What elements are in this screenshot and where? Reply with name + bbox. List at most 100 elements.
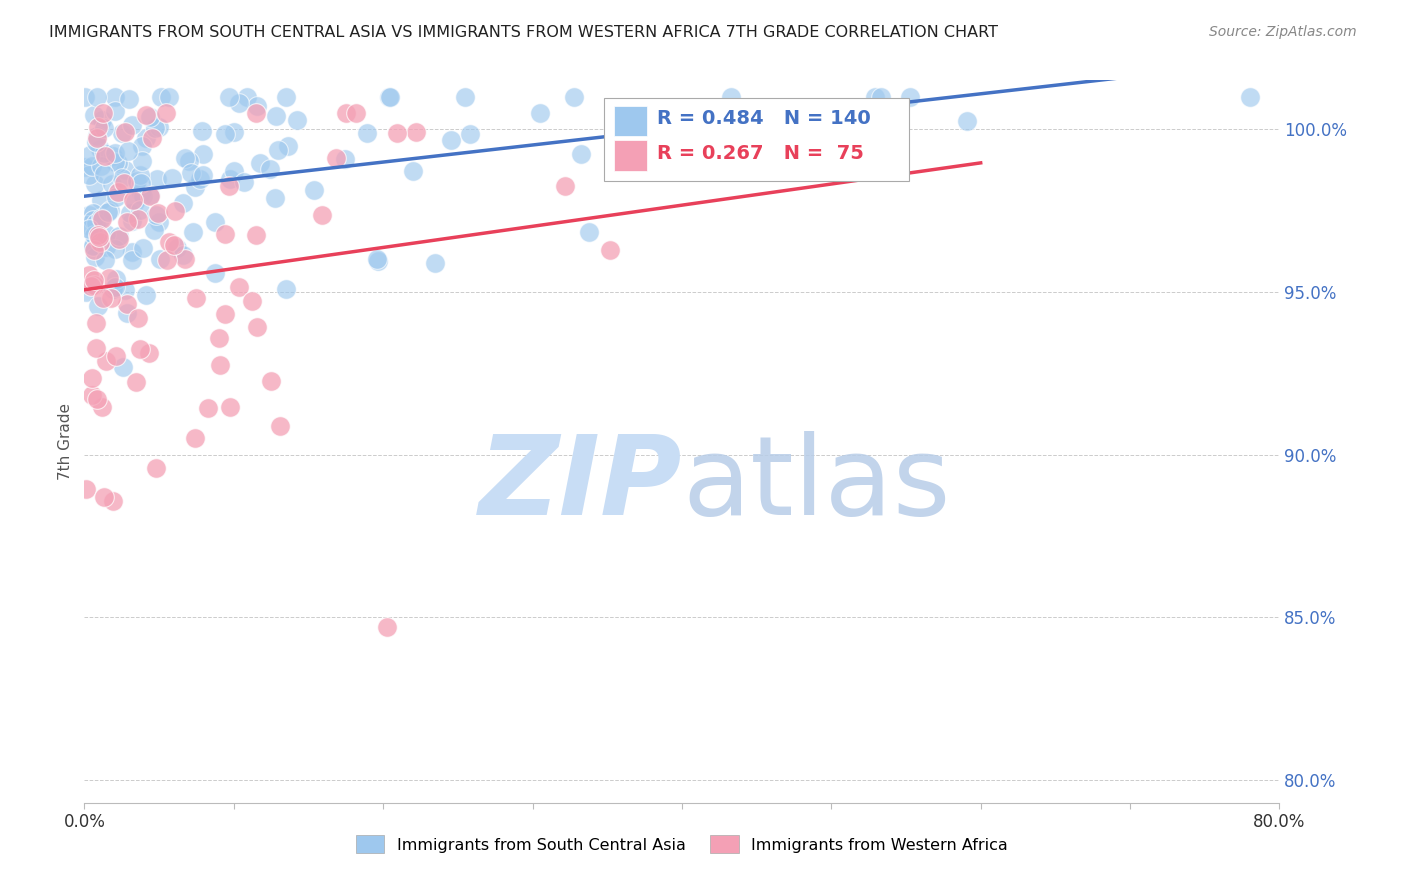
Point (145, 172, 167, 186)
Point (387, 126, 409, 140)
Legend: Immigrants from South Central Asia, Immigrants from Western Africa: Immigrants from South Central Asia, Immi… (349, 829, 1015, 860)
Point (218, 401, 240, 415)
Point (197, 401, 219, 416)
Point (214, 128, 236, 142)
Point (356, 126, 378, 140)
Point (367, 254, 389, 268)
Point (104, 272, 127, 286)
Point (274, 282, 297, 296)
Point (191, 168, 214, 182)
Point (114, 283, 136, 297)
Point (529, 106, 551, 120)
Point (204, 266, 226, 280)
Point (91, 291, 114, 305)
Point (245, 105, 267, 120)
Point (148, 120, 170, 135)
Y-axis label: 7th Grade: 7th Grade (58, 403, 73, 480)
Point (174, 252, 197, 266)
Point (157, 89, 180, 103)
Point (143, 121, 166, 136)
Point (380, 89, 402, 103)
Point (188, 172, 211, 186)
Point (121, 118, 143, 132)
Point (127, 310, 149, 325)
Point (93, 145, 115, 160)
Point (93, 490, 115, 504)
Point (402, 163, 425, 178)
Point (405, 125, 427, 139)
Point (94, 149, 117, 163)
Point (91, 112, 114, 127)
Point (112, 176, 135, 190)
Point (141, 131, 163, 145)
Point (311, 208, 333, 222)
Point (87, 120, 110, 134)
FancyBboxPatch shape (614, 105, 647, 136)
Point (82, 206, 104, 220)
FancyBboxPatch shape (605, 98, 910, 181)
Point (84, 135, 107, 149)
Text: ZIP: ZIP (478, 432, 682, 539)
Point (87, 227, 110, 242)
Point (204, 215, 226, 229)
Point (377, 620, 399, 634)
Point (94, 240, 117, 254)
Point (285, 113, 308, 128)
Point (114, 125, 136, 139)
Point (245, 228, 267, 243)
Point (274, 89, 297, 103)
Point (135, 287, 157, 301)
Point (107, 228, 129, 243)
Point (86, 129, 108, 144)
Point (73, 160, 96, 174)
Point (335, 152, 357, 166)
Point (121, 214, 143, 228)
Point (128, 202, 150, 217)
Point (162, 171, 184, 186)
Point (149, 252, 172, 267)
Point (108, 232, 131, 246)
Point (105, 349, 128, 363)
Point (266, 109, 288, 123)
Point (179, 154, 201, 169)
Point (218, 90, 240, 104)
Point (90, 212, 112, 227)
Point (101, 281, 124, 295)
Point (193, 147, 215, 161)
Point (103, 155, 125, 169)
Point (172, 195, 194, 210)
Point (104, 89, 127, 103)
Point (222, 125, 245, 139)
Point (163, 203, 186, 218)
Point (89, 235, 111, 249)
Point (302, 182, 325, 196)
Point (181, 225, 204, 239)
Point (208, 358, 231, 372)
Point (562, 89, 585, 103)
Point (77, 169, 100, 183)
Point (86, 131, 108, 145)
Point (111, 360, 134, 375)
Point (104, 279, 127, 293)
Point (125, 375, 148, 389)
Point (98, 202, 121, 217)
Point (266, 143, 288, 157)
Point (127, 211, 149, 226)
Point (83, 177, 105, 191)
Point (599, 244, 621, 258)
Point (101, 494, 124, 508)
Point (90, 211, 112, 225)
Point (214, 307, 236, 321)
Point (163, 238, 186, 252)
Point (143, 223, 166, 237)
Point (94, 253, 117, 268)
Point (98, 270, 121, 285)
Point (132, 189, 155, 203)
Point (325, 152, 347, 166)
Point (148, 215, 170, 229)
Point (157, 235, 180, 249)
Point (111, 126, 134, 140)
Point (218, 179, 240, 194)
Point (122, 194, 145, 208)
Point (75, 89, 97, 103)
